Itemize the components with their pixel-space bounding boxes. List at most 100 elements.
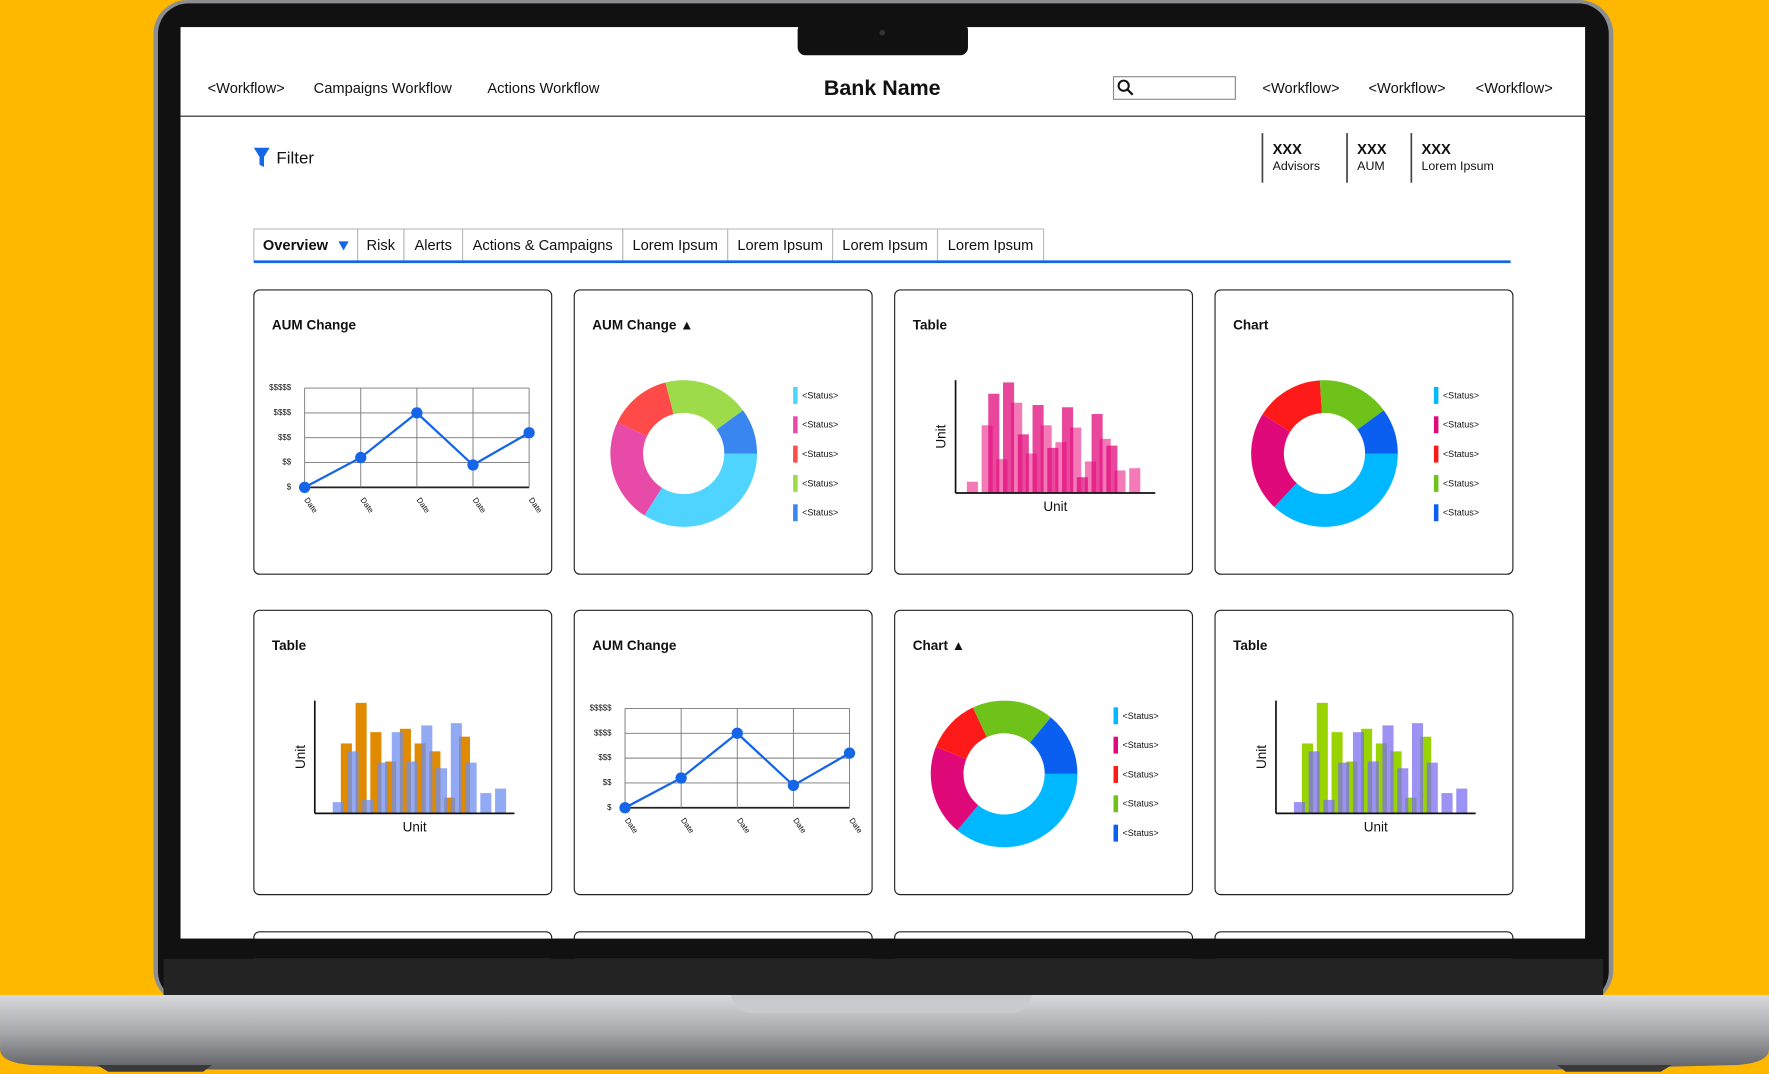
y-tick-label: $$$$ — [274, 408, 292, 417]
bar — [1346, 761, 1358, 814]
tab-label[interactable]: Actions & Campaigns — [473, 238, 613, 254]
card-title: AUM Change ▲ — [592, 318, 693, 333]
y-tick-label: $$$ — [278, 433, 292, 442]
bar — [1426, 762, 1438, 814]
card: Table Unit Unit — [253, 609, 553, 896]
nav-link[interactable]: <Workflow> — [1368, 81, 1445, 97]
tab[interactable] — [622, 228, 729, 263]
bar — [355, 702, 367, 814]
legend-label: <Status> — [802, 390, 838, 400]
bar — [1367, 761, 1379, 814]
donut-segment — [930, 746, 979, 831]
stat-label: AUM — [1357, 159, 1385, 173]
bar — [495, 788, 507, 814]
card-frame — [573, 609, 873, 896]
bar — [391, 732, 403, 814]
y-axis-label: Unit — [934, 424, 949, 448]
bar — [1025, 453, 1037, 494]
tab-label[interactable]: Lorem Ipsum — [842, 238, 928, 254]
tab-label[interactable]: Risk — [367, 238, 396, 254]
bar — [1331, 732, 1343, 814]
donut-segment — [1251, 414, 1297, 507]
bar — [1062, 407, 1074, 494]
line-point — [787, 779, 800, 792]
bar — [1352, 732, 1365, 814]
bar — [429, 751, 441, 814]
laptop-base — [0, 995, 1769, 1070]
legend-label: <Status> — [1443, 390, 1479, 400]
tab-dropdown-icon — [338, 241, 349, 251]
tab-label[interactable]: Alerts — [415, 238, 452, 254]
bar — [1382, 725, 1394, 814]
legend-swatch — [793, 386, 798, 404]
tab-active-label[interactable]: Overview — [263, 238, 329, 254]
legend-swatch — [1433, 416, 1439, 434]
bar — [340, 743, 352, 814]
legend-swatch — [1113, 795, 1119, 813]
nav-link[interactable]: Actions Workflow — [487, 81, 600, 97]
legend-label: <Status> — [1123, 740, 1159, 750]
bar — [1420, 736, 1432, 814]
tab[interactable] — [936, 228, 1045, 263]
card-title: Table — [272, 638, 307, 653]
tab-label[interactable]: Lorem Ipsum — [737, 238, 823, 254]
donut-segment — [1029, 717, 1078, 774]
line-point — [675, 772, 687, 784]
bar — [1047, 447, 1059, 494]
bar — [1129, 468, 1141, 494]
line-point — [523, 427, 535, 439]
notch — [797, 22, 968, 56]
donut-segment — [1357, 410, 1398, 454]
bar — [1302, 743, 1314, 814]
bar — [1011, 402, 1023, 494]
card: AUM Change$$$$$$$$$$$$$$$Date Date Date Dat… — [253, 289, 553, 575]
nav-link[interactable]: <Workflow> — [208, 81, 285, 97]
legend-label: <Status> — [1123, 828, 1159, 838]
bar — [1017, 434, 1029, 494]
line-point — [467, 459, 479, 471]
bar — [1456, 788, 1468, 814]
legend-swatch — [793, 445, 798, 463]
bar — [450, 723, 462, 814]
donut-segment — [957, 773, 1078, 848]
bar — [1084, 461, 1097, 494]
nav-link[interactable]: Campaigns Workflow — [314, 81, 453, 97]
bar — [1032, 405, 1044, 494]
tab[interactable] — [253, 228, 359, 263]
tab-label[interactable]: Lorem Ipsum — [948, 238, 1034, 254]
donut-segment — [1274, 453, 1398, 527]
line-point — [731, 727, 743, 739]
legend-label: <Status> — [802, 420, 838, 430]
tab[interactable] — [403, 228, 464, 263]
legend-label: <Status> — [1123, 711, 1159, 721]
bar — [1003, 382, 1015, 494]
screen-content: <Workflow> Campaigns Workflow Actions Work… — [180, 76, 1586, 978]
bar — [1293, 802, 1305, 814]
bar — [1076, 477, 1088, 494]
tab-label[interactable]: Lorem Ipsum — [632, 238, 718, 254]
legend-swatch — [1433, 474, 1439, 492]
legend-swatch — [793, 474, 798, 492]
donut-segment — [665, 380, 744, 430]
bar — [436, 768, 448, 814]
bar — [1055, 442, 1067, 494]
tab[interactable] — [357, 228, 405, 263]
tab[interactable] — [832, 228, 939, 263]
nav-link[interactable]: <Workflow> — [1476, 81, 1553, 97]
nav-link[interactable]: <Workflow> — [1262, 81, 1339, 97]
bar — [347, 751, 359, 814]
tab[interactable] — [727, 228, 834, 263]
card-title: Chart ▲ — [913, 638, 965, 653]
tab[interactable] — [462, 228, 624, 263]
legend-swatch — [793, 504, 798, 522]
bar — [996, 459, 1008, 494]
filter-icon — [253, 147, 270, 167]
bar — [399, 728, 411, 814]
card: Chart ▲ <Status> <Status> <Status> <Status> <… — [894, 609, 1194, 896]
search-box[interactable] — [1112, 76, 1236, 100]
legend-label: <Status> — [802, 478, 838, 488]
stat-label: Advisors — [1273, 159, 1321, 173]
bar — [458, 736, 470, 814]
filter-label[interactable]: Filter — [276, 149, 314, 168]
